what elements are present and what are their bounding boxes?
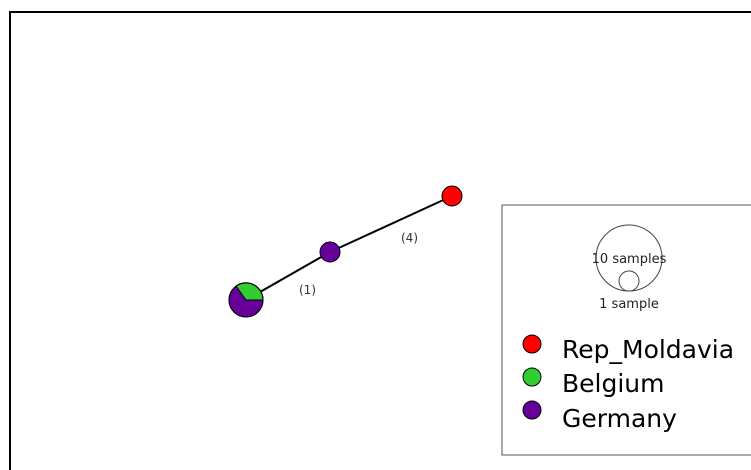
size-scale-small-circle: [618, 270, 640, 292]
edge-label-mutations-4: (4): [401, 231, 418, 245]
legend-label-belgium: Belgium: [562, 369, 665, 398]
legend: 10 samples 1 sample Rep_Moldavia Belgium…: [501, 204, 751, 456]
legend-swatch-belgium: [522, 367, 542, 387]
legend-label-germany: Germany: [562, 404, 677, 433]
edge-label-mutations-1: (1): [299, 283, 316, 297]
nodes: [228, 185, 463, 318]
edge-germany-to-moldavia: [329, 195, 453, 253]
pie-outline: [228, 282, 264, 318]
legend-box: [501, 204, 751, 456]
haplotype-node-germany[interactable]: [319, 241, 341, 263]
edges: (1) (4): [245, 195, 453, 301]
legend-label-rep-moldavia: Rep_Moldavia: [562, 335, 734, 364]
haplotype-node-moldavia[interactable]: [441, 185, 463, 207]
legend-swatch-germany: [522, 400, 542, 420]
size-scale-small-label: 1 sample: [599, 297, 659, 312]
legend-swatch-rep-moldavia: [522, 334, 542, 354]
frame-border: [9, 11, 751, 470]
haplotype-node-mixed[interactable]: [228, 282, 264, 318]
size-scale-large-label: 10 samples: [592, 252, 667, 267]
